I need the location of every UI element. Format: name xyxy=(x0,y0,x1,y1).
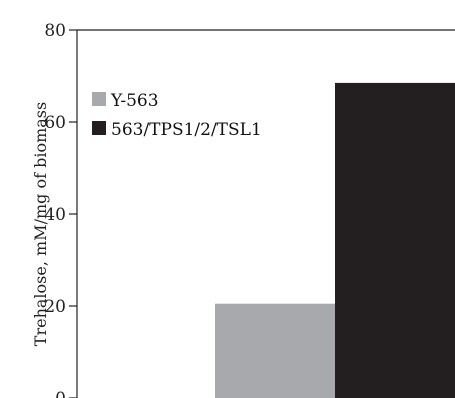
legend: Y-563 563/TPS1/2/TSL1 xyxy=(92,91,262,140)
axes: 0 20 40 60 80 xyxy=(44,21,455,398)
y-tick-label: 0 xyxy=(55,389,66,398)
legend-swatch xyxy=(92,92,106,106)
y-tick-label: 80 xyxy=(44,21,66,41)
y-axis-label: Trehalose, mM/mg of biomass xyxy=(31,102,50,346)
legend-swatch xyxy=(92,121,106,135)
legend-label: 563/TPS1/2/TSL1 xyxy=(111,120,262,140)
legend-label: Y-563 xyxy=(110,91,159,111)
y-tick-label: 60 xyxy=(44,113,66,133)
y-tick-label: 20 xyxy=(44,297,66,317)
bars xyxy=(215,82,455,398)
bar-563-tps1-2-tsl1 xyxy=(335,82,455,398)
bar-y-563 xyxy=(215,303,335,398)
y-tick-label: 40 xyxy=(44,205,66,225)
